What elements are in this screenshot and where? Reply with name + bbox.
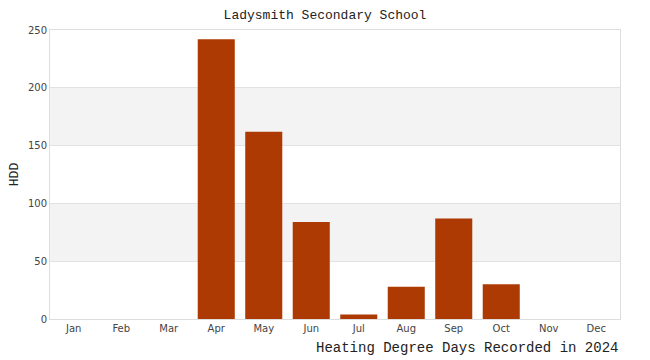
svg-text:250: 250 [28,25,47,36]
svg-text:200: 200 [28,82,47,93]
svg-text:Aug: Aug [396,323,416,334]
svg-text:Jan: Jan [65,323,81,334]
svg-text:HDD: HDD [7,163,22,187]
svg-text:100: 100 [28,198,47,209]
svg-text:Heating Degree Days Recorded i: Heating Degree Days Recorded in 2024 [316,340,618,356]
svg-text:Mar: Mar [159,323,179,334]
svg-text:0: 0 [41,314,47,325]
svg-text:150: 150 [28,140,47,151]
svg-text:Apr: Apr [208,323,226,334]
svg-text:Sep: Sep [444,323,463,334]
svg-text:Dec: Dec [587,323,606,334]
svg-text:50: 50 [34,256,47,267]
svg-text:Jul: Jul [352,323,365,334]
svg-text:Oct: Oct [493,323,510,334]
svg-text:Feb: Feb [112,323,130,334]
svg-text:Nov: Nov [539,323,559,334]
svg-text:Ladysmith Secondary School: Ladysmith Secondary School [224,8,427,23]
svg-text:May: May [253,323,274,334]
svg-text:Jun: Jun [302,323,319,334]
